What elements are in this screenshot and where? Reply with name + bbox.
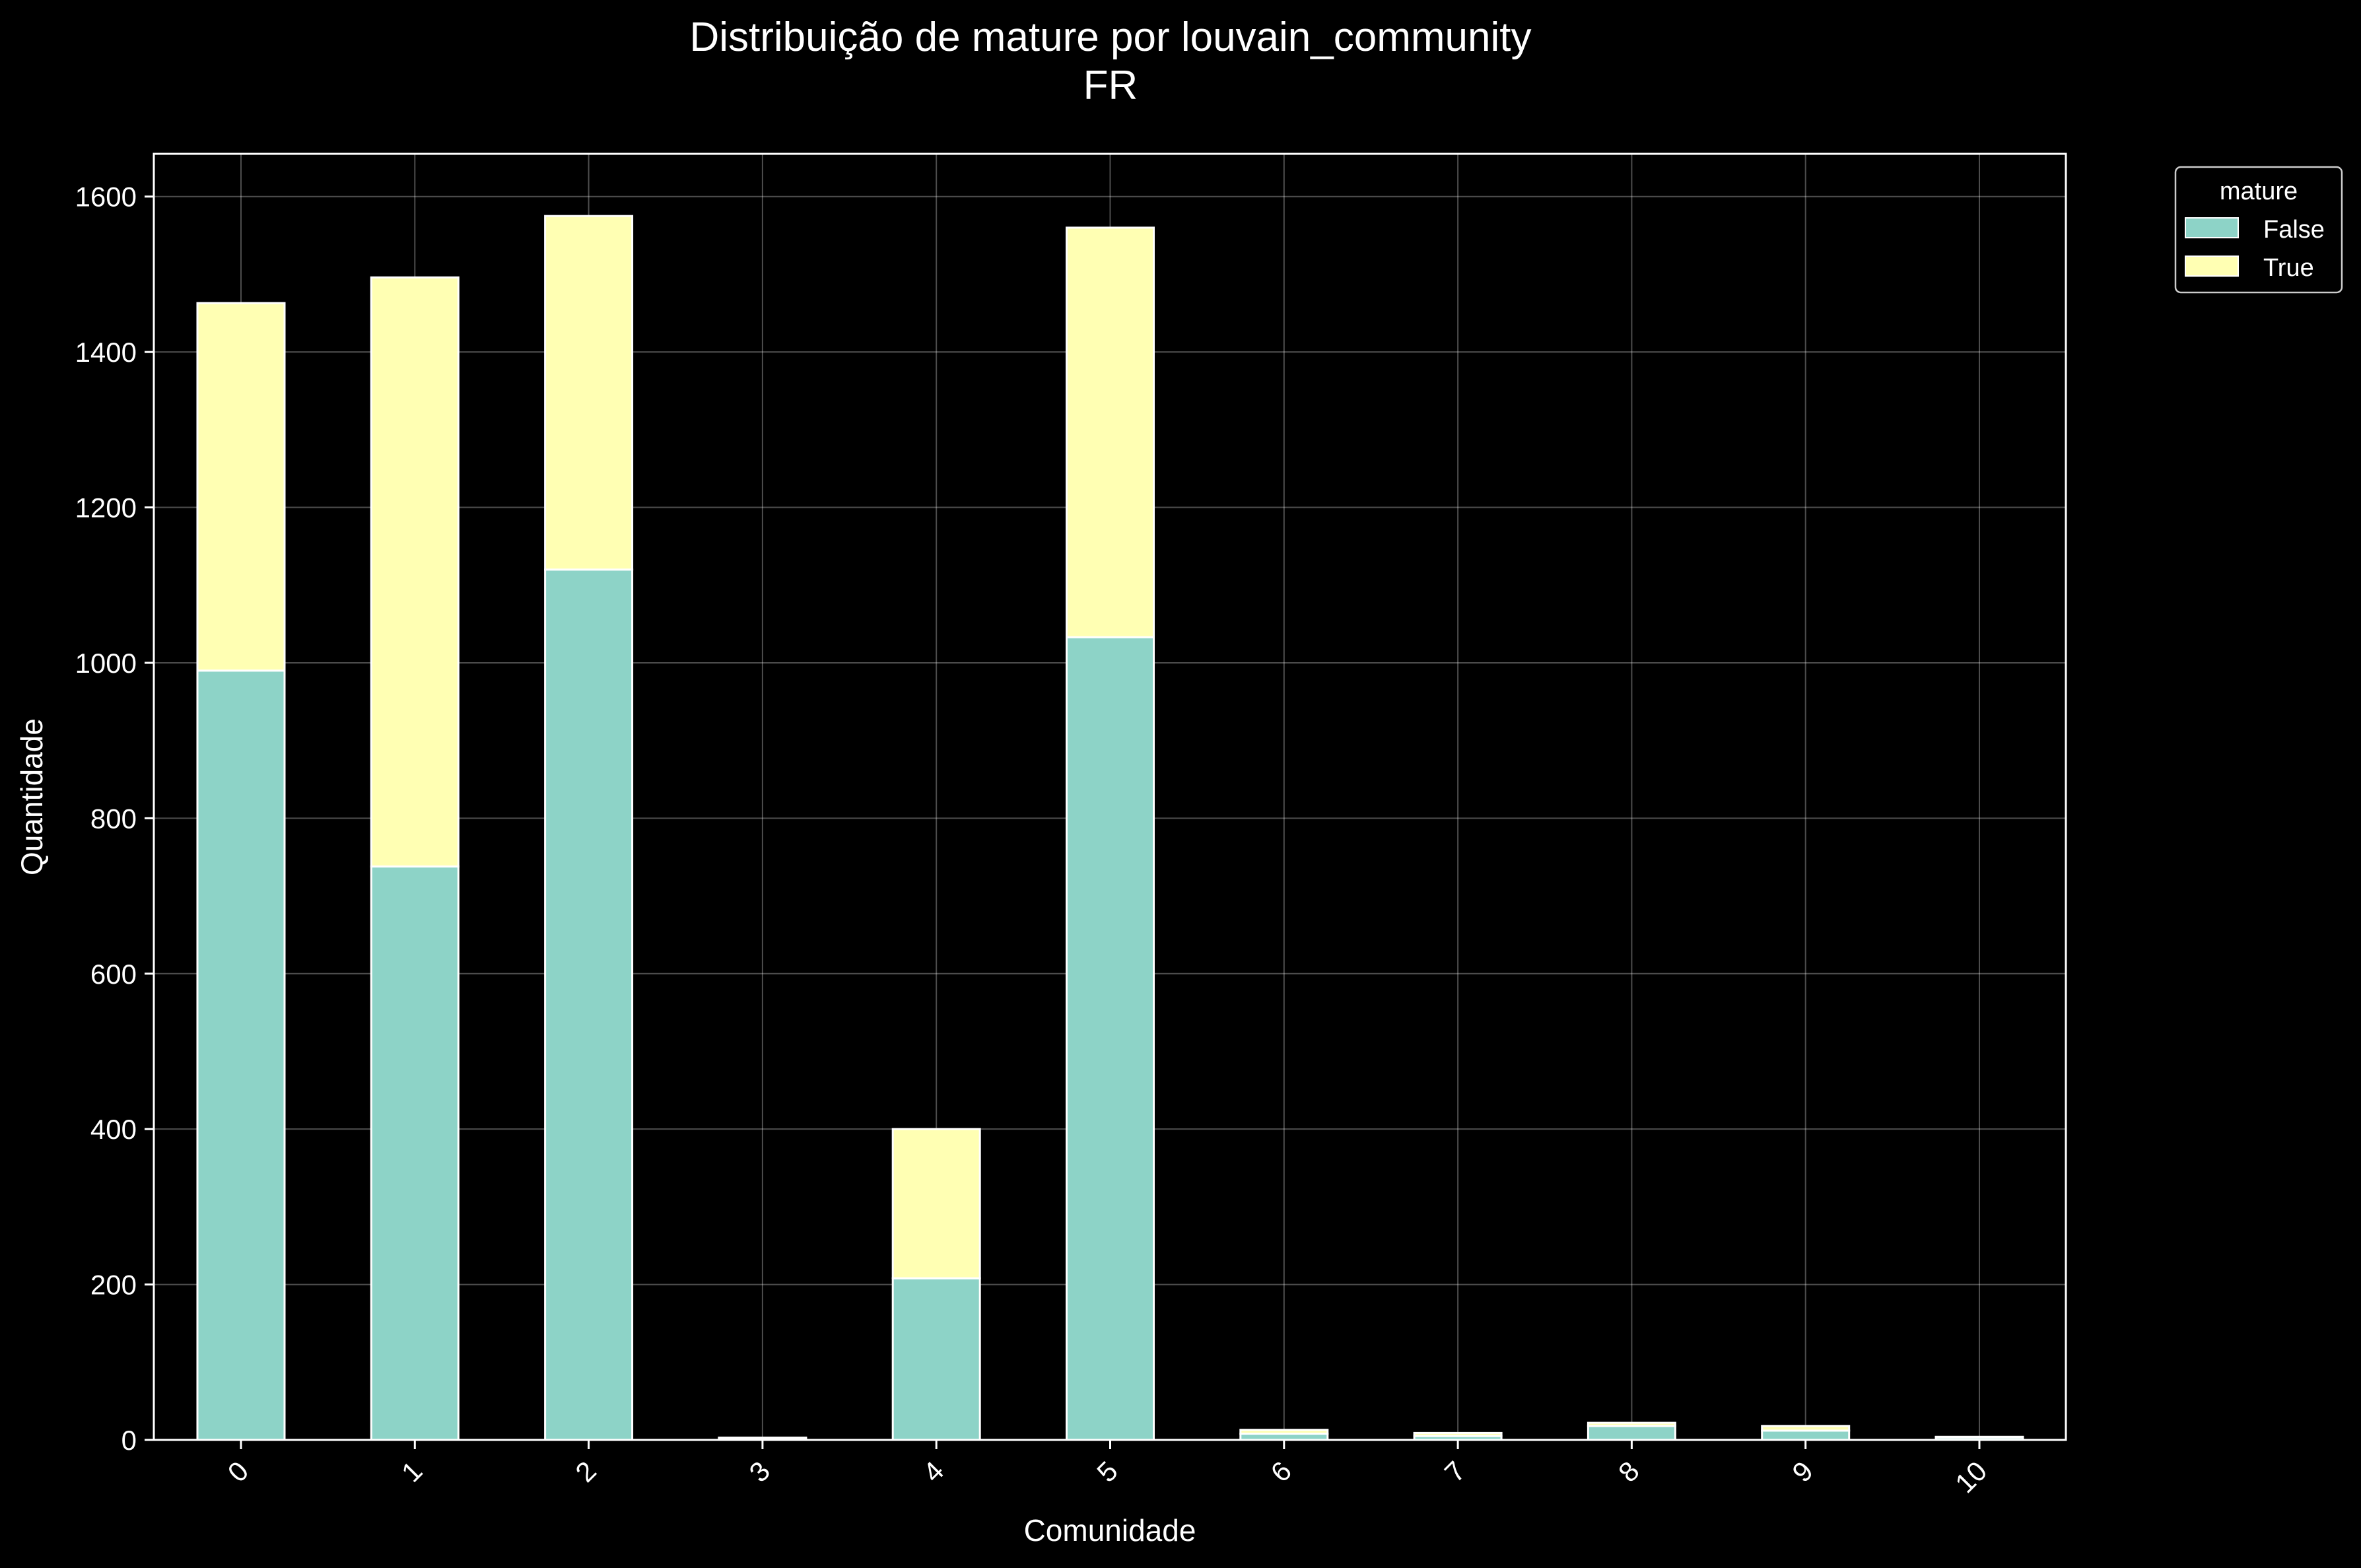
y-tick-label: 1400 bbox=[75, 337, 137, 368]
bar-segment-true bbox=[1066, 226, 1155, 638]
bar-segment-false bbox=[891, 1277, 981, 1441]
y-tick-label: 400 bbox=[90, 1114, 137, 1145]
chart-subtitle: FR bbox=[1083, 63, 1138, 108]
y-tick-label: 1200 bbox=[75, 493, 137, 524]
bar-segment-false bbox=[544, 568, 634, 1441]
y-tick-label: 600 bbox=[90, 959, 137, 990]
bar-segment-false bbox=[1761, 1429, 1851, 1441]
bar-segment-false bbox=[370, 865, 460, 1441]
y-tick-label: 200 bbox=[90, 1270, 137, 1301]
bar-segment-true bbox=[1587, 1421, 1676, 1427]
y-tick-label: 1600 bbox=[75, 182, 137, 213]
bar-segment-true bbox=[370, 276, 460, 868]
bar-segment-true bbox=[1239, 1429, 1329, 1435]
bar-segment-true bbox=[718, 1436, 807, 1440]
legend: mature False True bbox=[2174, 166, 2343, 294]
bar-segment-true bbox=[891, 1128, 981, 1279]
bar-segment-false bbox=[1066, 636, 1155, 1441]
bar-segment-true bbox=[196, 302, 286, 672]
bar-segment-true bbox=[1761, 1425, 1851, 1432]
y-axis-label: Quantidade bbox=[15, 718, 49, 875]
bar-segment-false bbox=[1587, 1425, 1676, 1441]
bar-segment-false bbox=[196, 669, 286, 1441]
x-axis-label: Comunidade bbox=[1024, 1513, 1196, 1548]
y-tick-label: 800 bbox=[90, 803, 137, 834]
y-axis-ticks: 0 200 400 600 800 1000 1200 1400 1600 bbox=[75, 182, 154, 1456]
y-tick-label: 1000 bbox=[75, 648, 137, 679]
y-tick-label: 0 bbox=[121, 1425, 137, 1456]
legend-label-true: True bbox=[2263, 254, 2314, 282]
legend-label-false: False bbox=[2263, 216, 2325, 244]
bar-segment-true bbox=[544, 215, 634, 571]
legend-swatch-false bbox=[2185, 217, 2239, 238]
legend-swatch-true bbox=[2185, 256, 2239, 277]
bars bbox=[196, 215, 2024, 1441]
legend-title: mature bbox=[2220, 178, 2298, 205]
chart-title: Distribuição de mature por louvain_commu… bbox=[689, 15, 1531, 60]
bar-segment-true bbox=[1413, 1431, 1503, 1437]
